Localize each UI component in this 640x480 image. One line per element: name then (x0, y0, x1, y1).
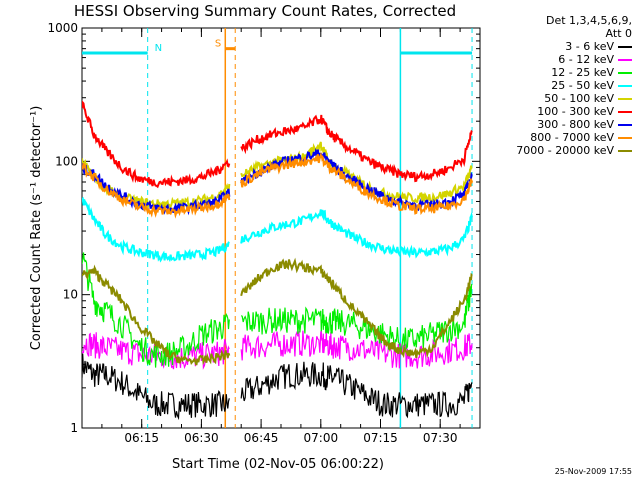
series-line (82, 257, 473, 366)
legend-item-swatch (618, 46, 632, 48)
legend-item-swatch (618, 98, 632, 100)
flag-label-s: S (215, 39, 221, 50)
y-tick-label: 1000 (47, 21, 78, 35)
legend-item-swatch (618, 124, 632, 126)
series-line (82, 100, 473, 189)
y-axis-label: Corrected Count Rate (s⁻¹ detector⁻¹) (29, 106, 44, 351)
x-tick-label: 07:00 (304, 431, 339, 445)
series-line (82, 353, 473, 421)
legend-item: 6 - 12 keV (558, 53, 632, 66)
legend-item-label: 6 - 12 keV (558, 53, 614, 66)
flag-label-n: N (155, 43, 162, 54)
legend-item-label: 25 - 50 keV (551, 79, 614, 92)
legend-item-swatch (618, 150, 632, 152)
legend-item: 800 - 7000 keV (530, 131, 632, 144)
legend-item-label: 12 - 25 keV (551, 66, 614, 79)
x-tick-label: 06:15 (124, 431, 159, 445)
series-100-300-kev (82, 100, 473, 189)
series-800-7000-kev (82, 151, 473, 219)
y-tick-label: 1 (70, 421, 78, 435)
legend-item-swatch (618, 72, 632, 74)
plot-area: 1 10 100 1000 06:15 06:30 06:45 07:00 07:15 07:30… (47, 21, 481, 445)
series-line (82, 151, 473, 219)
chart-title: HESSI Observing Summary Count Rates, Cor… (74, 2, 456, 20)
legend-header-line-1: Det 1,3,4,5,6,9, (545, 14, 632, 27)
legend-item-swatch (618, 59, 632, 61)
legend-item-label: 800 - 7000 keV (530, 131, 614, 144)
x-tick-label: 06:45 (244, 431, 279, 445)
legend-item-label: 300 - 800 keV (537, 118, 614, 131)
legend-item: 3 - 6 keV (565, 40, 632, 53)
legend-item-swatch (618, 85, 632, 87)
series-line (82, 252, 473, 368)
legend-item: 50 - 100 keV (544, 92, 632, 105)
x-tick-label: 07:30 (423, 431, 458, 445)
legend-item-label: 50 - 100 keV (544, 92, 614, 105)
x-tick-label: 06:30 (184, 431, 219, 445)
series-line (82, 197, 473, 263)
footer-date: 25-Nov-2009 17:55 (554, 467, 632, 476)
series-7000-20000-kev (82, 257, 473, 366)
legend-item-label: 3 - 6 keV (565, 40, 614, 53)
legend-item-swatch (618, 137, 632, 139)
legend-item-swatch (618, 111, 632, 113)
legend-item-label: 7000 - 20000 keV (516, 144, 614, 157)
y-tick-label: 100 (55, 154, 78, 168)
x-axis-label: Start Time (02-Nov-05 06:00:22) (172, 457, 384, 472)
series-12-25-kev (82, 252, 473, 368)
legend-item: 300 - 800 keV (537, 118, 632, 131)
y-tick-label: 10 (63, 288, 78, 302)
legend-header-line-2: Att 0 (605, 27, 632, 40)
legend-item-label: 100 - 300 keV (537, 105, 614, 118)
series-3-6-kev (82, 353, 473, 421)
x-tick-label: 07:15 (363, 431, 398, 445)
legend-item: 25 - 50 keV (551, 79, 632, 92)
legend-item: 7000 - 20000 keV (516, 144, 632, 157)
legend-item: 100 - 300 keV (537, 105, 632, 118)
series-25-50-kev (82, 197, 473, 263)
legend-item: 12 - 25 keV (551, 66, 632, 79)
